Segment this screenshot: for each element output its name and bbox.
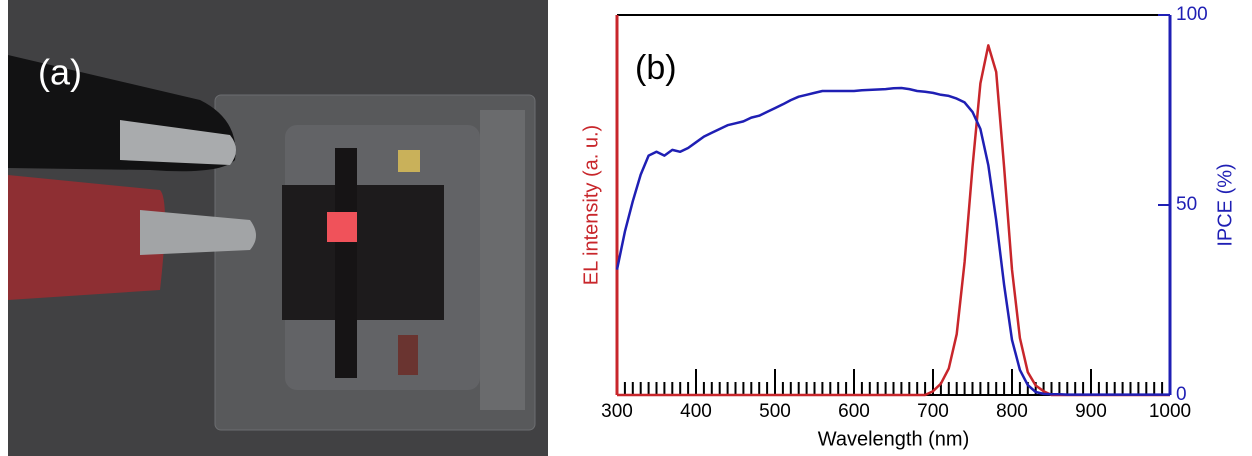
x-tick-label: 900 [1075,401,1107,422]
y2-tick-label: 50 [1176,194,1197,215]
y2-tick-label: 0 [1176,384,1187,405]
clip-tip [140,210,256,255]
y2-tick-label: 100 [1176,4,1208,25]
panel-label: (a) [38,52,82,93]
x-tick-label: 700 [917,401,949,422]
x-tick-label: 600 [838,401,870,422]
x-tick-label: 800 [996,401,1028,422]
electrode [282,185,444,320]
y-axis-label: EL intensity (a. u.) [580,125,602,285]
electrode-strip [335,148,357,378]
contact [398,150,420,172]
x-tick-label: 500 [759,401,791,422]
panel-label: (b) [635,49,677,87]
red-clip [8,175,165,300]
series-line [615,86,1170,396]
emitting-pixel [327,212,357,242]
x-tick-label: 400 [680,401,712,422]
photo: (a) [8,0,548,456]
glass-edge [480,110,525,410]
x-axis-label: Wavelength (nm) [818,428,970,450]
x-tick-label: 300 [601,401,633,422]
series-line [617,44,1170,397]
x-tick-label: 1000 [1149,401,1191,422]
contact [398,335,418,375]
y2-axis-label: IPCE (%) [1214,163,1236,246]
clip-tip [120,120,236,165]
